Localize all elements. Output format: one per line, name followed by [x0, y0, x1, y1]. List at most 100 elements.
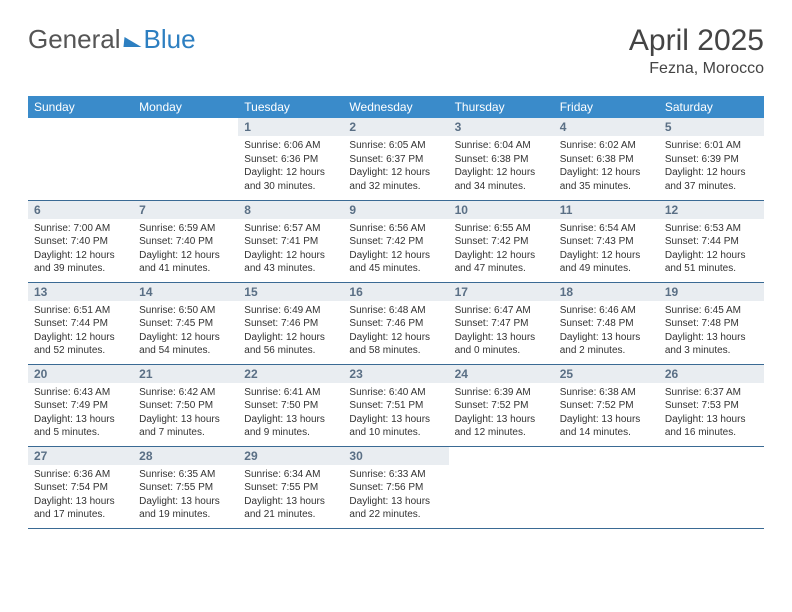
sunset-text: Sunset: 7:46 PM — [349, 317, 442, 331]
calendar-day-cell: 30Sunrise: 6:33 AMSunset: 7:56 PMDayligh… — [343, 446, 448, 528]
daylight-text: Daylight: 12 hours and 30 minutes. — [244, 166, 337, 193]
day-details: Sunrise: 6:06 AMSunset: 6:36 PMDaylight:… — [238, 136, 343, 197]
day-number: 24 — [449, 365, 554, 383]
day-number: 27 — [28, 447, 133, 465]
day-details: Sunrise: 6:42 AMSunset: 7:50 PMDaylight:… — [133, 383, 238, 444]
daylight-text: Daylight: 13 hours and 5 minutes. — [34, 413, 127, 440]
sunset-text: Sunset: 7:55 PM — [139, 481, 232, 495]
sunrise-text: Sunrise: 6:37 AM — [665, 386, 758, 400]
sunrise-text: Sunrise: 6:42 AM — [139, 386, 232, 400]
day-number: 8 — [238, 201, 343, 219]
calendar-day-cell: 16Sunrise: 6:48 AMSunset: 7:46 PMDayligh… — [343, 282, 448, 364]
day-details: Sunrise: 6:36 AMSunset: 7:54 PMDaylight:… — [28, 465, 133, 526]
sunset-text: Sunset: 7:43 PM — [560, 235, 653, 249]
sunrise-text: Sunrise: 6:35 AM — [139, 468, 232, 482]
sunrise-text: Sunrise: 6:43 AM — [34, 386, 127, 400]
daylight-text: Daylight: 13 hours and 14 minutes. — [560, 413, 653, 440]
weekday-header: Tuesday — [238, 96, 343, 118]
sunset-text: Sunset: 7:55 PM — [244, 481, 337, 495]
day-number: 13 — [28, 283, 133, 301]
calendar-day-cell: 13Sunrise: 6:51 AMSunset: 7:44 PMDayligh… — [28, 282, 133, 364]
sunset-text: Sunset: 7:52 PM — [560, 399, 653, 413]
calendar-day-cell: 8 Sunrise: 6:57 AMSunset: 7:41 PMDaylight… — [238, 200, 343, 282]
sunrise-text: Sunrise: 6:40 AM — [349, 386, 442, 400]
daylight-text: Daylight: 13 hours and 21 minutes. — [244, 495, 337, 522]
sunset-text: Sunset: 7:54 PM — [34, 481, 127, 495]
daylight-text: Daylight: 13 hours and 12 minutes. — [455, 413, 548, 440]
day-number: 3 — [449, 118, 554, 136]
sunset-text: Sunset: 6:38 PM — [560, 153, 653, 167]
day-details: Sunrise: 6:46 AMSunset: 7:48 PMDaylight:… — [554, 301, 659, 362]
sunset-text: Sunset: 6:39 PM — [665, 153, 758, 167]
day-details: Sunrise: 6:04 AMSunset: 6:38 PMDaylight:… — [449, 136, 554, 197]
day-details: Sunrise: 6:56 AMSunset: 7:42 PMDaylight:… — [343, 219, 448, 280]
logo: General Blue — [28, 24, 196, 55]
header: General Blue April 2025 Fezna, Morocco — [28, 24, 764, 78]
month-title: April 2025 — [629, 24, 764, 58]
title-block: April 2025 Fezna, Morocco — [629, 24, 764, 78]
sunset-text: Sunset: 7:50 PM — [244, 399, 337, 413]
sunrise-text: Sunrise: 6:59 AM — [139, 222, 232, 236]
logo-triangle-icon — [123, 37, 142, 47]
calendar-day-cell: 23Sunrise: 6:40 AMSunset: 7:51 PMDayligh… — [343, 364, 448, 446]
sunset-text: Sunset: 7:51 PM — [349, 399, 442, 413]
daylight-text: Daylight: 12 hours and 47 minutes. — [455, 249, 548, 276]
sunset-text: Sunset: 7:53 PM — [665, 399, 758, 413]
day-number: 28 — [133, 447, 238, 465]
weekday-header: Sunday — [28, 96, 133, 118]
daylight-text: Daylight: 12 hours and 43 minutes. — [244, 249, 337, 276]
sunrise-text: Sunrise: 6:34 AM — [244, 468, 337, 482]
day-details: Sunrise: 6:41 AMSunset: 7:50 PMDaylight:… — [238, 383, 343, 444]
day-number: 14 — [133, 283, 238, 301]
day-number: 2 — [343, 118, 448, 136]
calendar-week-row: 6Sunrise: 7:00 AMSunset: 7:40 PMDaylight… — [28, 200, 764, 282]
sunset-text: Sunset: 7:40 PM — [34, 235, 127, 249]
daylight-text: Daylight: 13 hours and 7 minutes. — [139, 413, 232, 440]
day-number: 22 — [238, 365, 343, 383]
day-details: Sunrise: 7:00 AMSunset: 7:40 PMDaylight:… — [28, 219, 133, 280]
day-number: 15 — [238, 283, 343, 301]
day-details: Sunrise: 6:35 AMSunset: 7:55 PMDaylight:… — [133, 465, 238, 526]
sunrise-text: Sunrise: 6:05 AM — [349, 139, 442, 153]
sunrise-text: Sunrise: 6:01 AM — [665, 139, 758, 153]
day-details: Sunrise: 6:59 AMSunset: 7:40 PMDaylight:… — [133, 219, 238, 280]
day-number: 29 — [238, 447, 343, 465]
sunrise-text: Sunrise: 6:53 AM — [665, 222, 758, 236]
sunset-text: Sunset: 7:42 PM — [349, 235, 442, 249]
weekday-header: Thursday — [449, 96, 554, 118]
calendar-table: SundayMondayTuesdayWednesdayThursdayFrid… — [28, 96, 764, 529]
sunrise-text: Sunrise: 6:04 AM — [455, 139, 548, 153]
location: Fezna, Morocco — [629, 60, 764, 78]
day-details: Sunrise: 6:01 AMSunset: 6:39 PMDaylight:… — [659, 136, 764, 197]
sunset-text: Sunset: 7:42 PM — [455, 235, 548, 249]
daylight-text: Daylight: 13 hours and 17 minutes. — [34, 495, 127, 522]
day-details: Sunrise: 6:38 AMSunset: 7:52 PMDaylight:… — [554, 383, 659, 444]
sunrise-text: Sunrise: 6:55 AM — [455, 222, 548, 236]
sunset-text: Sunset: 7:48 PM — [665, 317, 758, 331]
sunrise-text: Sunrise: 6:57 AM — [244, 222, 337, 236]
calendar-day-cell: 11Sunrise: 6:54 AMSunset: 7:43 PMDayligh… — [554, 200, 659, 282]
daylight-text: Daylight: 12 hours and 56 minutes. — [244, 331, 337, 358]
day-number: 16 — [343, 283, 448, 301]
weekday-header: Monday — [133, 96, 238, 118]
sunset-text: Sunset: 7:45 PM — [139, 317, 232, 331]
daylight-text: Daylight: 13 hours and 10 minutes. — [349, 413, 442, 440]
sunrise-text: Sunrise: 6:51 AM — [34, 304, 127, 318]
day-number: 10 — [449, 201, 554, 219]
daylight-text: Daylight: 13 hours and 3 minutes. — [665, 331, 758, 358]
day-number: 21 — [133, 365, 238, 383]
calendar-day-cell: .. — [554, 446, 659, 528]
calendar-day-cell: 28Sunrise: 6:35 AMSunset: 7:55 PMDayligh… — [133, 446, 238, 528]
calendar-week-row: 13Sunrise: 6:51 AMSunset: 7:44 PMDayligh… — [28, 282, 764, 364]
sunset-text: Sunset: 7:41 PM — [244, 235, 337, 249]
sunset-text: Sunset: 7:47 PM — [455, 317, 548, 331]
calendar-day-cell: 3Sunrise: 6:04 AMSunset: 6:38 PMDaylight… — [449, 118, 554, 200]
day-number: 4 — [554, 118, 659, 136]
day-details: Sunrise: 6:48 AMSunset: 7:46 PMDaylight:… — [343, 301, 448, 362]
daylight-text: Daylight: 12 hours and 39 minutes. — [34, 249, 127, 276]
calendar-day-cell: 27Sunrise: 6:36 AMSunset: 7:54 PMDayligh… — [28, 446, 133, 528]
day-number: 1 — [238, 118, 343, 136]
calendar-day-cell: 14Sunrise: 6:50 AMSunset: 7:45 PMDayligh… — [133, 282, 238, 364]
daylight-text: Daylight: 13 hours and 2 minutes. — [560, 331, 653, 358]
calendar-day-cell: 25Sunrise: 6:38 AMSunset: 7:52 PMDayligh… — [554, 364, 659, 446]
